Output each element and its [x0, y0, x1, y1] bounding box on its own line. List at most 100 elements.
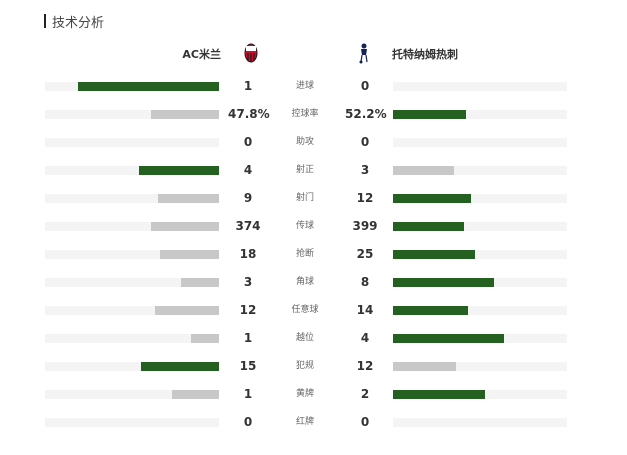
stat-label: 射正 — [295, 165, 314, 175]
home-stat-track — [45, 362, 219, 371]
section-header: 技术分析 — [44, 12, 105, 31]
stat-label: 传球 — [295, 221, 314, 231]
away-stat-track — [393, 306, 567, 315]
away-stat-track — [393, 362, 567, 371]
away-stat-track — [393, 390, 567, 399]
home-stat-bar — [155, 306, 219, 315]
stat-row: 18 抢断 25 — [0, 240, 627, 268]
away-stat-value: 3 — [360, 163, 370, 177]
away-stat-value: 25 — [356, 247, 374, 261]
home-stat-bar — [160, 250, 219, 259]
away-stat-value: 2 — [360, 387, 370, 401]
section-title: 技术分析 — [52, 15, 105, 31]
home-stat-value: 47.8% — [228, 107, 270, 121]
away-stat-value: 12 — [356, 359, 374, 373]
home-stat-bar — [141, 362, 219, 371]
home-stat-value: 4 — [243, 163, 253, 177]
away-stat-bar — [393, 250, 475, 259]
stat-row: 47.8% 控球率 52.2% — [0, 100, 627, 128]
stat-row: 15 犯规 12 — [0, 352, 627, 380]
header-accent-bar — [44, 14, 46, 28]
home-stat-track — [45, 278, 219, 287]
away-stat-track — [393, 334, 567, 343]
away-stat-track — [393, 222, 567, 231]
stat-row: 0 红牌 0 — [0, 408, 627, 436]
home-stat-value: 9 — [243, 191, 253, 205]
away-stat-value: 0 — [360, 79, 370, 93]
stat-label: 黄牌 — [295, 389, 314, 399]
stat-label: 射门 — [295, 193, 314, 203]
away-stat-bar — [393, 334, 504, 343]
away-stat-value: 4 — [360, 331, 370, 345]
stat-row: 4 射正 3 — [0, 156, 627, 184]
home-stat-bar — [172, 390, 219, 399]
home-stat-bar — [78, 82, 219, 91]
stat-label: 进球 — [295, 81, 314, 91]
stats-table: 1 进球 0 47.8% 控球率 52.2% 0 助攻 0 4 射正 3 9 射门 12 374 传球 399 18… — [0, 72, 627, 436]
away-stat-value: 8 — [360, 275, 370, 289]
away-team-name[interactable]: 托特纳姆热刺 — [392, 48, 458, 61]
home-stat-value: 1 — [243, 331, 253, 345]
away-stat-bar — [393, 306, 468, 315]
home-stat-value: 12 — [239, 303, 257, 317]
home-stat-bar — [151, 110, 219, 119]
tottenham-crest-icon[interactable] — [356, 42, 370, 64]
away-stat-bar — [393, 390, 485, 399]
stat-row: 12 任意球 14 — [0, 296, 627, 324]
stat-label: 角球 — [295, 277, 314, 287]
home-stat-track — [45, 194, 219, 203]
away-stat-track — [393, 418, 567, 427]
away-stat-value: 14 — [356, 303, 374, 317]
stat-label: 抢断 — [295, 249, 314, 259]
home-stat-track — [45, 110, 219, 119]
away-stat-value: 399 — [352, 219, 378, 233]
away-stat-track — [393, 138, 567, 147]
home-stat-value: 0 — [243, 415, 253, 429]
stat-row: 374 传球 399 — [0, 212, 627, 240]
stat-label: 控球率 — [291, 109, 319, 119]
home-stat-track — [45, 222, 219, 231]
away-stat-bar — [393, 278, 494, 287]
home-stat-track — [45, 138, 219, 147]
home-stat-track — [45, 250, 219, 259]
home-stat-value: 3 — [243, 275, 253, 289]
home-stat-bar — [191, 334, 219, 343]
stat-row: 1 黄牌 2 — [0, 380, 627, 408]
stat-label: 犯规 — [295, 361, 314, 371]
away-stat-track — [393, 82, 567, 91]
stat-row: 1 越位 4 — [0, 324, 627, 352]
home-team-name[interactable]: AC米兰 — [182, 48, 221, 61]
home-stat-track — [45, 418, 219, 427]
stat-label: 红牌 — [295, 417, 314, 427]
away-stat-bar — [393, 222, 464, 231]
away-stat-track — [393, 250, 567, 259]
away-stat-bar — [393, 166, 454, 175]
home-stat-track — [45, 82, 219, 91]
away-stat-track — [393, 194, 567, 203]
away-stat-track — [393, 166, 567, 175]
home-stat-bar — [139, 166, 219, 175]
home-stat-track — [45, 306, 219, 315]
home-stat-track — [45, 166, 219, 175]
home-stat-value: 18 — [239, 247, 257, 261]
away-stat-track — [393, 278, 567, 287]
stat-row: 9 射门 12 — [0, 184, 627, 212]
away-stat-bar — [393, 362, 456, 371]
away-stat-value: 52.2% — [345, 107, 387, 121]
away-stat-value: 12 — [356, 191, 374, 205]
away-stat-value: 0 — [360, 135, 370, 149]
home-stat-bar — [158, 194, 219, 203]
home-stat-track — [45, 334, 219, 343]
home-stat-value: 1 — [243, 387, 253, 401]
stat-row: 1 进球 0 — [0, 72, 627, 100]
stat-row: 0 助攻 0 — [0, 128, 627, 156]
stat-row: 3 角球 8 — [0, 268, 627, 296]
home-stat-value: 1 — [243, 79, 253, 93]
away-stat-value: 0 — [360, 415, 370, 429]
stat-label: 越位 — [295, 333, 314, 343]
ac-milan-crest-icon[interactable] — [244, 42, 258, 64]
home-stat-value: 374 — [235, 219, 261, 233]
home-stat-value: 15 — [239, 359, 257, 373]
away-stat-bar — [393, 194, 471, 203]
home-stat-bar — [181, 278, 219, 287]
